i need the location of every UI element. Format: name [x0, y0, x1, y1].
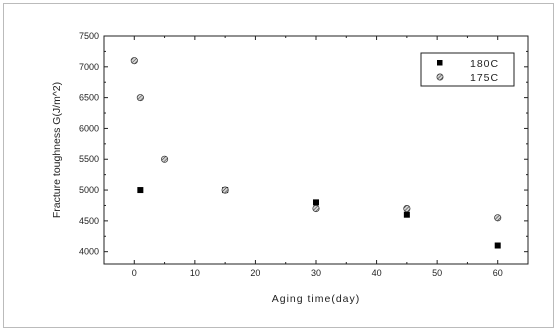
- y-tick-label: 4000: [79, 247, 99, 257]
- x-axis-title: Aging time(day): [272, 293, 361, 305]
- y-axis: 4000 4500 5000 5500 6000 6500 7000 7500: [79, 31, 528, 257]
- point-175c: [161, 155, 169, 163]
- x-tick-label: 50: [432, 268, 442, 278]
- x-tick-label: 30: [311, 268, 321, 278]
- legend-label-180c: 180C: [470, 58, 499, 70]
- x-tick-label: 0: [132, 268, 137, 278]
- point-180c: [494, 242, 501, 249]
- y-tick-label: 5500: [79, 154, 99, 164]
- y-tick-label: 6500: [79, 93, 99, 103]
- point-175c: [130, 57, 138, 65]
- legend-marker-175c: [436, 73, 444, 81]
- x-tick-label: 10: [190, 268, 200, 278]
- x-tick-label: 60: [493, 268, 503, 278]
- point-175c: [494, 214, 502, 222]
- y-tick-label: 4500: [79, 216, 99, 226]
- y-tick-label: 6000: [79, 123, 99, 133]
- y-tick-label: 5000: [79, 185, 99, 195]
- point-175c: [221, 186, 229, 194]
- point-180c: [137, 187, 144, 194]
- legend-marker-180c: [437, 60, 443, 66]
- y-axis-title: Fracture toughness G(J/m^2): [51, 82, 63, 218]
- legend: 180C 175C: [420, 52, 515, 87]
- legend-label-175c: 175C: [470, 72, 499, 84]
- y-tick-label: 7000: [79, 62, 99, 72]
- y-tick-label: 7500: [79, 31, 99, 41]
- point-175c: [136, 94, 144, 102]
- point-180c: [313, 199, 319, 206]
- x-tick-label: 40: [372, 268, 382, 278]
- data-marks: [130, 57, 502, 249]
- point-175c: [312, 204, 320, 213]
- x-tick-label: 20: [250, 268, 260, 278]
- point-175c: [403, 204, 411, 213]
- point-180c: [403, 211, 410, 218]
- legend-box: [420, 52, 515, 87]
- x-axis: 0 10 20 30 40 50 60: [132, 36, 503, 278]
